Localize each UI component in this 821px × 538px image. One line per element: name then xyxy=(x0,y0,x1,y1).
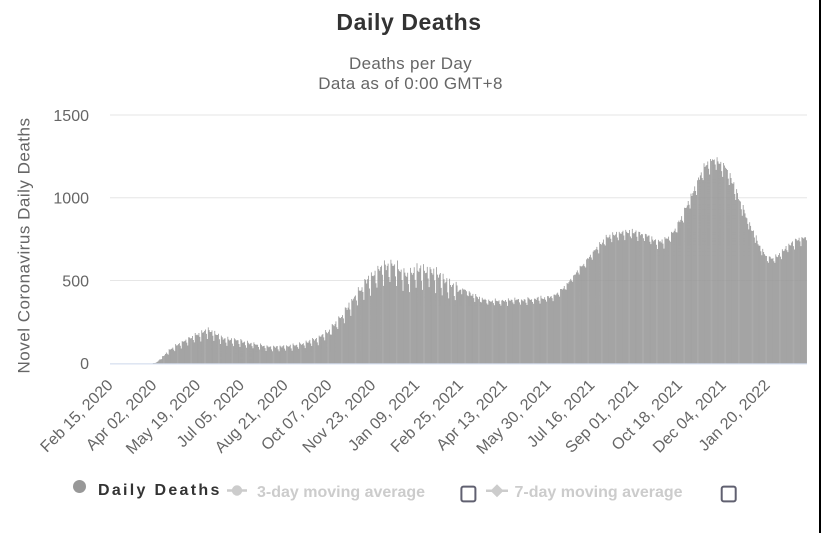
svg-text:Daily Deaths: Daily Deaths xyxy=(336,9,481,35)
svg-text:500: 500 xyxy=(62,273,89,290)
svg-text:0: 0 xyxy=(80,356,89,373)
svg-text:3-day moving average: 3-day moving average xyxy=(257,484,425,501)
svg-text:1000: 1000 xyxy=(53,191,89,208)
svg-text:1500: 1500 xyxy=(53,108,89,125)
svg-text:Deaths per Day: Deaths per Day xyxy=(349,54,472,73)
svg-text:Data as of 0:00 GMT+8: Data as of 0:00 GMT+8 xyxy=(318,74,503,93)
svg-text:7-day moving average: 7-day moving average xyxy=(515,484,683,501)
svg-text:Novel Coronavirus Daily Deaths: Novel Coronavirus Daily Deaths xyxy=(14,118,33,374)
svg-text:Daily Deaths: Daily Deaths xyxy=(98,482,222,499)
